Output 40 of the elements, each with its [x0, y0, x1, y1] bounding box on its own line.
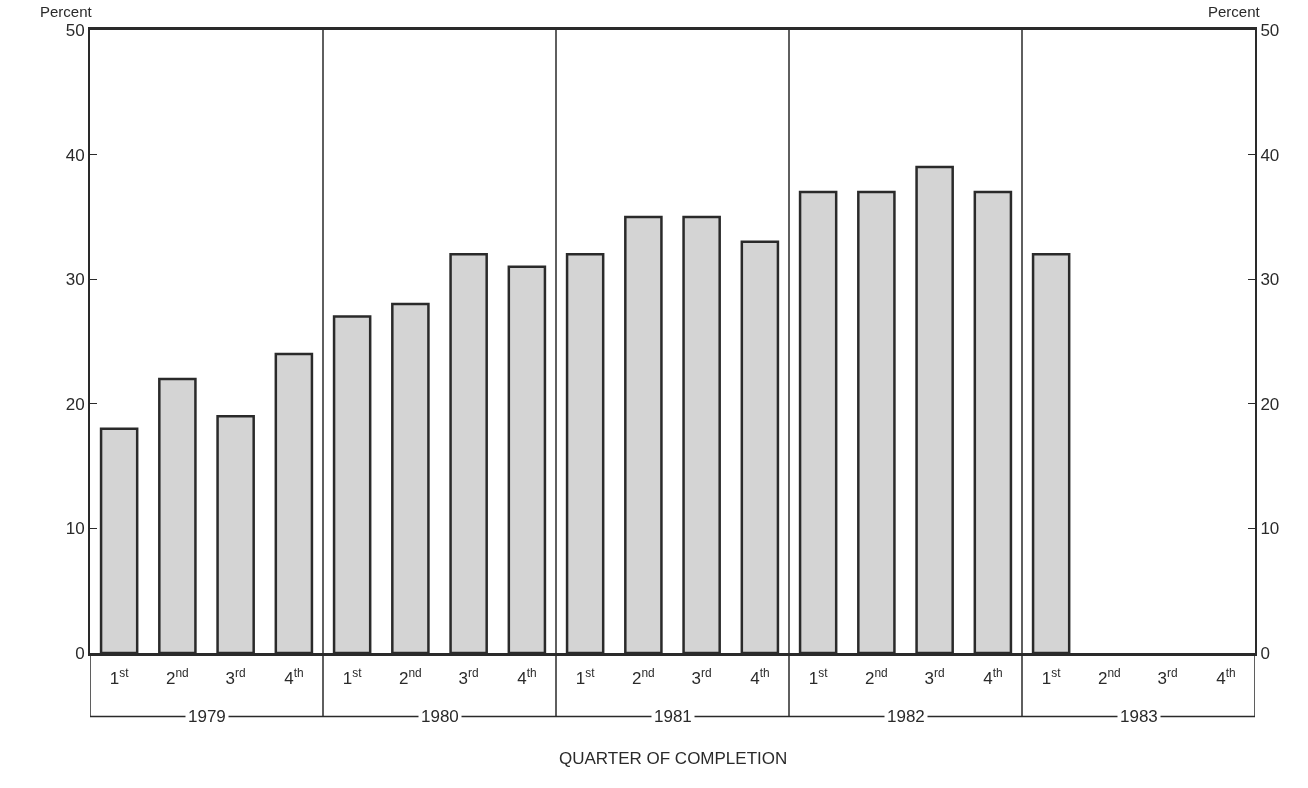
- text: 1979: [188, 707, 226, 726]
- x-tick-label: 1$^{st}$: [342, 666, 363, 689]
- x-tick-label: 1$^{st}$: [109, 666, 130, 689]
- x-tick-label: 2$^{nd}$: [632, 666, 655, 689]
- x-tick-label: 4$^{th}$: [517, 666, 537, 689]
- y2-tick-label: 20: [1260, 394, 1280, 414]
- x-tick-label: 1$^{st}$: [808, 666, 829, 689]
- x-tick-label: 4$^{th}$: [284, 666, 304, 689]
- y2-tick-label: 0: [1260, 643, 1270, 663]
- x-tick-label: 4$^{th}$: [1216, 666, 1236, 689]
- x-tick-label: 2$^{nd}$: [1098, 666, 1121, 689]
- x-tick-label: 2$^{nd}$: [399, 666, 422, 689]
- y2-tick-label: 10: [1260, 519, 1280, 539]
- y-tick-label: 0: [75, 643, 85, 663]
- x-tick-label: 3$^{rd}$: [691, 666, 712, 689]
- y-tick-label: 50: [65, 20, 85, 40]
- x-axis-title: QUARTER OF COMPLETION: [559, 749, 788, 768]
- y-tick-label: 30: [65, 270, 85, 290]
- x-tick-label: 2$^{nd}$: [865, 666, 888, 689]
- y-tick-label: 20: [65, 394, 85, 414]
- x-tick-label: 2$^{nd}$: [166, 666, 189, 689]
- x-tick-label: 3$^{rd}$: [924, 666, 945, 689]
- y2-tick-label: 40: [1260, 145, 1280, 165]
- y2-tick-label: 30: [1260, 270, 1280, 290]
- x-tick-label: 4$^{th}$: [750, 666, 770, 689]
- text: 1981: [654, 707, 692, 726]
- x-tick-label: 1$^{st}$: [575, 666, 596, 689]
- x-tick-label: 1$^{st}$: [1041, 666, 1062, 689]
- x-tick-label: 3$^{rd}$: [458, 666, 479, 689]
- x-tick-label: 3$^{rd}$: [1157, 666, 1178, 689]
- x-tick-label: 4$^{th}$: [983, 666, 1003, 689]
- text: 1980: [421, 707, 459, 726]
- text: 1983: [1120, 707, 1158, 726]
- y-tick-label: 40: [65, 145, 85, 165]
- x-tick-label: 3$^{rd}$: [225, 666, 246, 689]
- y2-axis-title: Percent: [1208, 3, 1261, 20]
- text: 1982: [887, 707, 925, 726]
- y2-tick-label: 50: [1260, 20, 1280, 40]
- y-tick-label: 10: [65, 519, 85, 539]
- y-axis-title: Percent: [40, 3, 93, 20]
